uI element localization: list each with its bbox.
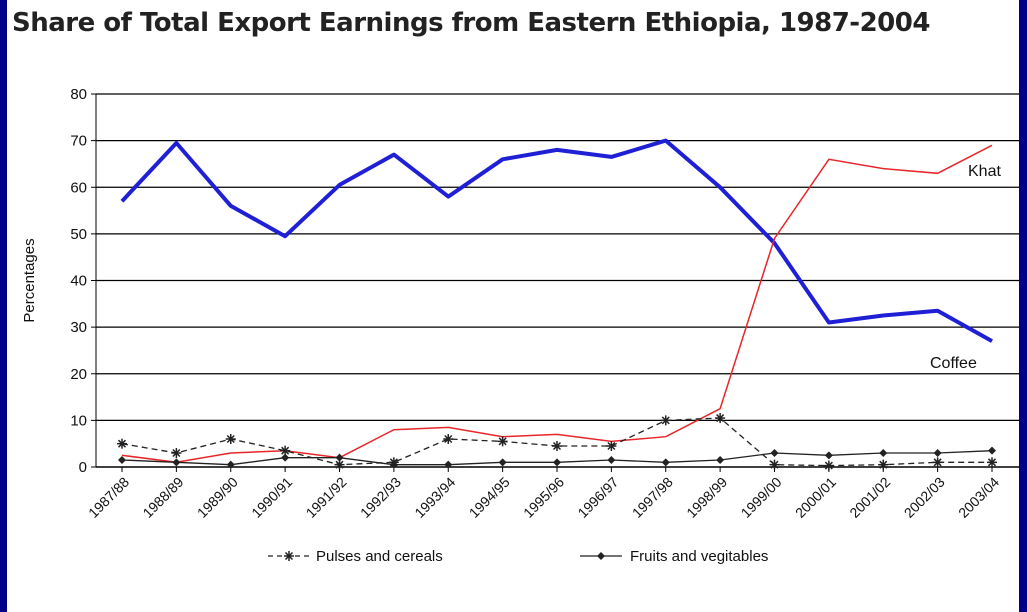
series-label-coffee: Coffee	[930, 355, 977, 372]
pulses-cereals-point	[715, 413, 726, 424]
fruits-vegetables-point	[335, 453, 344, 462]
legend-asterisk-icon	[284, 551, 294, 561]
fruits-vegetables-point	[661, 458, 670, 467]
x-tick-label: 1999/00	[738, 474, 785, 521]
fruits-vegetables-point	[226, 460, 235, 469]
y-tick-label: 50	[70, 226, 87, 243]
fruits-vegetables-point	[172, 458, 181, 467]
y-tick-label: 10	[70, 412, 87, 429]
y-tick-label: 60	[70, 179, 87, 196]
x-tick-label: 1996/97	[574, 474, 621, 521]
fruits-vegetables-point	[118, 456, 126, 465]
fruits-vegetables-point	[281, 453, 290, 462]
x-tick-label: 2001/02	[846, 474, 893, 521]
fruits-vegetables-point	[716, 456, 725, 465]
fruits-vegetables-point	[824, 451, 833, 460]
legend-label-pulses: Pulses and cereals	[316, 548, 443, 565]
pulses-cereals-point	[171, 448, 182, 459]
y-tick-label: 70	[70, 133, 87, 150]
y-tick-label: 20	[70, 366, 87, 383]
pulses-cereals-point	[769, 459, 780, 470]
x-tick-label: 1990/91	[248, 474, 295, 521]
y-tick-label: 80	[70, 86, 87, 103]
fruits-vegetables-point	[933, 449, 942, 458]
fruits-vegetables-point	[553, 458, 561, 467]
pulses-cereals-point	[443, 434, 454, 445]
legend-diamond-icon	[597, 552, 605, 560]
x-tick-label: 1989/90	[194, 474, 241, 521]
x-tick-label: 1995/96	[520, 474, 567, 521]
series-line-coffee	[120, 138, 993, 343]
fruits-vegetables-point	[770, 449, 779, 458]
x-tick-label: 1988/89	[139, 474, 186, 521]
pulses-cereals-point	[117, 438, 127, 449]
chart-title: Share of Total Export Earnings from East…	[12, 8, 930, 38]
y-tick-label: 40	[70, 273, 87, 290]
pulses-cereals-point	[878, 459, 889, 470]
series-line-khat	[121, 144, 993, 464]
fruits-vegetables-point	[389, 460, 398, 469]
x-tick-label: 2003/04	[955, 474, 1002, 521]
pulses-cereals-point	[552, 441, 562, 452]
y-tick-label: 0	[79, 459, 87, 476]
pulses-cereals-point	[987, 457, 997, 468]
pulses-cereals-point	[497, 436, 508, 447]
pulses-cereals-point	[660, 415, 671, 426]
x-tick-label: 1992/93	[357, 474, 404, 521]
pulses-cereals-point	[225, 434, 236, 445]
chart-panel	[7, 0, 1019, 612]
x-tick-label: 1998/99	[683, 474, 730, 521]
y-axis-label: Percentages	[21, 238, 38, 322]
pulses-cereals-point	[606, 441, 617, 452]
fruits-vegetables-point	[607, 456, 616, 465]
legend-label-fruits: Fruits and vegitables	[630, 548, 768, 565]
x-tick-label: 1991/92	[303, 474, 350, 521]
series-label-khat: Khat	[968, 163, 1001, 180]
fruits-vegetables-point	[498, 458, 507, 467]
y-tick-label: 30	[70, 319, 87, 336]
x-tick-label: 1994/95	[466, 474, 513, 521]
pulses-cereals-point	[823, 460, 834, 471]
x-tick-label: 2002/03	[901, 474, 948, 521]
x-tick-label: 1997/98	[629, 474, 676, 521]
x-tick-label: 2000/01	[792, 474, 839, 521]
x-tick-label: 1993/94	[411, 474, 458, 521]
fruits-vegetables-point	[444, 460, 453, 469]
x-tick-label: 1987/88	[85, 474, 132, 521]
fruits-vegetables-point	[988, 446, 996, 455]
pulses-cereals-point	[932, 457, 943, 468]
fruits-vegetables-point	[879, 449, 888, 458]
